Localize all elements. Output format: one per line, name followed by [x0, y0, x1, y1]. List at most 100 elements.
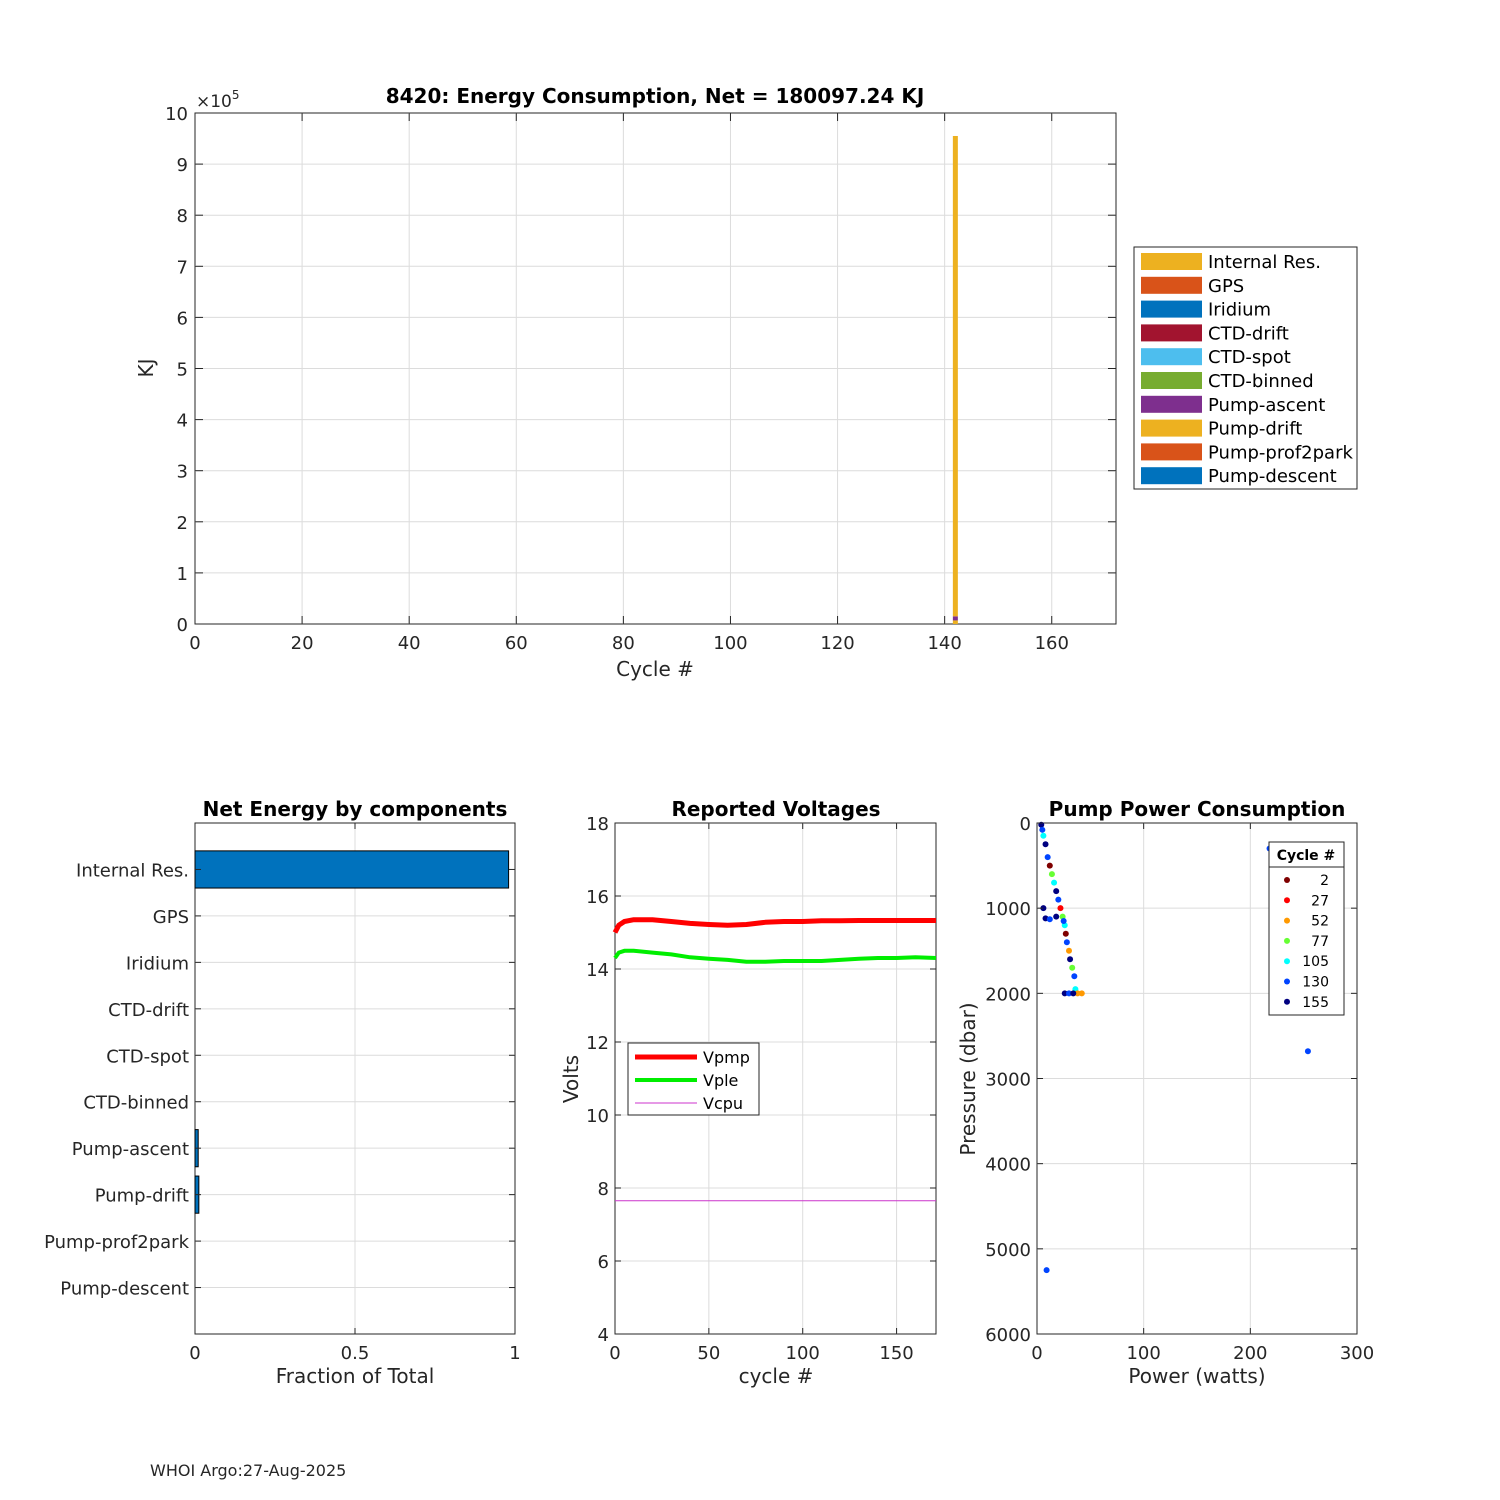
energy-legend-swatch: [1141, 348, 1202, 366]
energy-y-tick-label: 4: [177, 411, 188, 432]
footer-text: WHOI Argo:27-Aug-2025: [150, 1461, 347, 1480]
pump-power-point: [1046, 862, 1053, 869]
pump-power-legend-marker: [1284, 958, 1290, 965]
pump-power-y-tick-label: 3000: [985, 1070, 1031, 1091]
pump-power-point: [1060, 917, 1067, 924]
energy-y-tick-label: 1: [177, 564, 188, 585]
energy-x-tick-label: 140: [927, 633, 961, 654]
energy-y-tick-label: 2: [177, 513, 188, 534]
net-energy-x-tick-label: 1: [509, 1343, 520, 1364]
net-energy-x-axis-label: Fraction of Total: [276, 1364, 435, 1388]
pump-power-legend-marker: [1284, 897, 1290, 904]
energy-legend-label: CTD-binned: [1208, 371, 1314, 392]
voltages-x-axis-label: cycle #: [739, 1364, 814, 1388]
pump-power-legend-marker: [1284, 998, 1290, 1005]
pump-power-x-axis-label: Power (watts): [1128, 1364, 1265, 1388]
pump-power-legend-title: Cycle #: [1277, 848, 1336, 864]
pump-power-x-tick-label: 0: [1031, 1343, 1042, 1364]
pump-power-point: [1078, 990, 1085, 997]
net-energy-category-label: CTD-drift: [108, 1000, 189, 1021]
net-energy-category-label: Pump-descent: [60, 1279, 189, 1300]
voltages-x-tick-label: 50: [697, 1343, 720, 1364]
energy-legend-label: CTD-spot: [1208, 347, 1291, 368]
energy-legend-label: Pump-ascent: [1208, 395, 1325, 416]
pump-power-point: [1040, 832, 1047, 839]
voltages-y-tick-label: 10: [586, 1106, 609, 1127]
net-energy-x-tick-label: 0.5: [341, 1343, 370, 1364]
energy-consumption-chart: 0 20 40 60 80 100 120 140 160 0 1 2 3 4 5 6 7 8 9 10 8420: …: [134, 84, 1358, 681]
pump-power-point: [1053, 888, 1060, 895]
energy-y-tick-label: 5: [177, 360, 188, 381]
energy-legend-swatch: [1141, 467, 1202, 485]
pump-power-legend-label: 105: [1302, 954, 1329, 970]
voltages-y-tick-label: 6: [598, 1252, 609, 1273]
net-energy-x-tick-label: 0: [189, 1343, 200, 1364]
voltages-chart: 0 50 100 150 4 6 8 10 12 14 16 18 Reported Voltages…: [559, 797, 937, 1388]
pump-power-point: [1046, 916, 1053, 923]
pump-power-y-tick-label: 2000: [985, 984, 1031, 1005]
pump-power-point: [1074, 990, 1081, 997]
energy-x-tick-label: 0: [189, 633, 200, 654]
pump-power-point: [1057, 905, 1064, 912]
energy-bar-segment: [952, 135, 958, 617]
pump-power-legend-marker: [1284, 917, 1290, 924]
net-energy-category-label: Iridium: [126, 953, 189, 974]
voltages-line-vpmp: [612, 917, 936, 934]
energy-y-tick-label: 6: [177, 308, 188, 329]
energy-x-tick-label: 80: [612, 633, 635, 654]
pump-power-legend-label: 2: [1320, 873, 1329, 889]
voltages-legend-label: Vcpu: [703, 1094, 743, 1113]
pump-power-point: [1067, 956, 1074, 963]
net-energy-category-label: CTD-spot: [106, 1046, 189, 1067]
net-energy-bar: [194, 850, 510, 889]
pump-power-title: Pump Power Consumption: [1049, 797, 1346, 821]
voltages-line-vple: [613, 948, 937, 964]
pump-power-legend-label: 52: [1311, 914, 1329, 930]
energy-legend-swatch: [1141, 443, 1202, 461]
energy-chart-title: 8420: Energy Consumption, Net = 180097.2…: [386, 84, 925, 108]
voltages-y-tick-label: 12: [586, 1033, 609, 1054]
energy-y-tick-label: 3: [177, 462, 188, 483]
pump-power-y-tick-label: 1000: [985, 899, 1031, 920]
pump-power-point: [1043, 1267, 1050, 1274]
pump-power-x-tick-label: 200: [1233, 1343, 1267, 1364]
energy-legend-swatch: [1141, 300, 1202, 318]
voltages-y-tick-label: 4: [598, 1325, 609, 1346]
voltages-y-tick-label: 8: [598, 1179, 609, 1200]
energy-legend-swatch: [1141, 395, 1202, 413]
pump-power-legend-label: 77: [1311, 934, 1329, 950]
pump-power-point: [1069, 964, 1076, 971]
pump-power-point: [1063, 939, 1070, 946]
pump-power-point: [1061, 990, 1068, 997]
pump-power-point: [1053, 913, 1060, 920]
pump-power-y-axis-label: Pressure (dbar): [956, 1002, 980, 1155]
energy-legend-label: Pump-prof2park: [1208, 442, 1353, 463]
energy-x-tick-label: 20: [291, 633, 314, 654]
energy-bar-segment: [952, 620, 958, 624]
pump-power-legend: Cycle # 2 27 52 77 105 130 155: [1268, 841, 1345, 1016]
energy-y-tick-label: 8: [177, 206, 188, 227]
energy-legend-swatch: [1141, 324, 1202, 342]
energy-y-axis-label: KJ: [134, 358, 158, 377]
pump-power-legend-label: 155: [1302, 995, 1329, 1011]
pump-power-point: [1066, 947, 1072, 954]
voltages-legend: Vpmp Vple Vcpu: [627, 1042, 760, 1116]
energy-x-tick-label: 40: [398, 633, 421, 654]
voltages-x-tick-label: 150: [879, 1343, 913, 1364]
energy-x-tick-label: 160: [1035, 633, 1069, 654]
energy-legend-label: Pump-drift: [1208, 419, 1302, 440]
pump-power-point: [1071, 973, 1078, 980]
pump-power-point: [1055, 896, 1062, 903]
energy-legend-label: CTD-drift: [1208, 323, 1289, 344]
pump-power-y-tick-label: 6000: [985, 1325, 1031, 1346]
pump-power-legend-label: 130: [1302, 975, 1329, 991]
voltages-y-tick-label: 16: [586, 887, 609, 908]
energy-legend-label: GPS: [1208, 276, 1244, 297]
pump-power-y-tick-label: 0: [1020, 814, 1031, 835]
energy-y-tick-label: 0: [177, 615, 188, 636]
pump-power-point: [1042, 841, 1049, 848]
net-energy-category-label: Pump-drift: [95, 1186, 189, 1207]
pump-power-x-tick-label: 100: [1126, 1343, 1160, 1364]
